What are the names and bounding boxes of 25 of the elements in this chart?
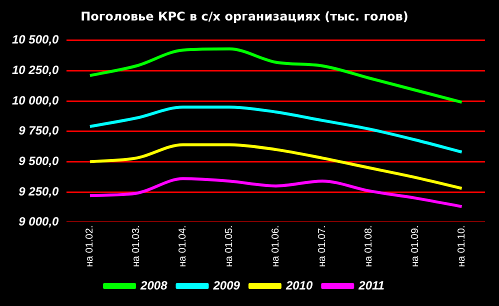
y-tick-label: 9 250,0 xyxy=(18,184,60,198)
y-tick-label: 10 500,0 xyxy=(12,32,60,47)
y-tick-label: 9 750,0 xyxy=(18,124,60,138)
y-tick-label: 9 500,0 xyxy=(18,154,60,168)
legend-label: 2011 xyxy=(358,278,385,292)
line-series xyxy=(88,177,464,208)
legend-label: 2008 xyxy=(140,278,168,292)
legend-label: 2009 xyxy=(212,278,240,292)
y-tick-label: 10 250,0 xyxy=(12,63,60,78)
x-tick-label: на 01.07. xyxy=(317,225,328,268)
y-tick-label: 10 000,0 xyxy=(12,93,60,108)
chart-title: Поголовье КРС в с/х организациях (тыс. голов) xyxy=(80,9,408,24)
x-tick-label: на 01.10. xyxy=(456,225,468,268)
y-tick-label: 9 000,0 xyxy=(18,214,60,229)
x-tick-label: на 01.04. xyxy=(178,225,189,268)
x-tick-label: на 01.03. xyxy=(131,225,142,268)
x-tick-label: на 01.02. xyxy=(84,225,96,268)
x-tick-label: на 01.05. xyxy=(224,225,236,268)
legend-label: 2010 xyxy=(284,278,313,292)
line-series xyxy=(88,47,464,104)
x-tick-label: на 01.08. xyxy=(364,225,375,268)
x-tick-label: на 01.09. xyxy=(410,225,422,268)
line-series xyxy=(88,143,464,190)
line-series xyxy=(88,106,464,154)
x-tick-label: на 01.06. xyxy=(270,225,282,268)
